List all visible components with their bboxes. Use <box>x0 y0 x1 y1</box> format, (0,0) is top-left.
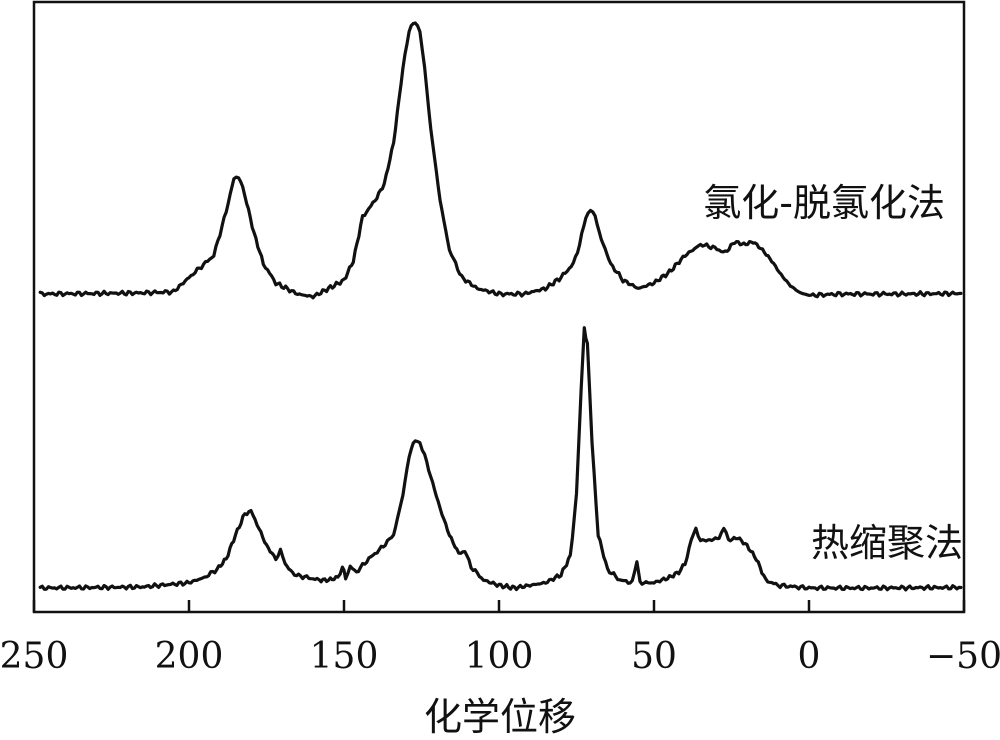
x-tick-label: −50 <box>926 636 1000 677</box>
x-axis-tick-labels: 250 200 150 100 50 0 −50 <box>0 636 1000 677</box>
x-tick-label: 150 <box>310 636 379 677</box>
x-tick-label: 100 <box>465 636 534 677</box>
series-label-chlorination: 氯化-脱氯化法 <box>703 181 945 225</box>
x-tick-label: 250 <box>0 636 68 677</box>
x-tick-label: 50 <box>631 636 677 677</box>
x-tick-label: 0 <box>798 636 821 677</box>
x-tick-label: 200 <box>155 636 224 677</box>
trace-thermal-polycondensation <box>38 326 963 592</box>
trace-chlorination-dechlorination <box>38 21 963 300</box>
x-axis-title: 化学位移 <box>424 695 576 739</box>
spectrum-traces <box>38 21 963 592</box>
x-axis-ticks <box>32 600 966 612</box>
series-label-thermal: 热缩聚法 <box>811 521 963 565</box>
